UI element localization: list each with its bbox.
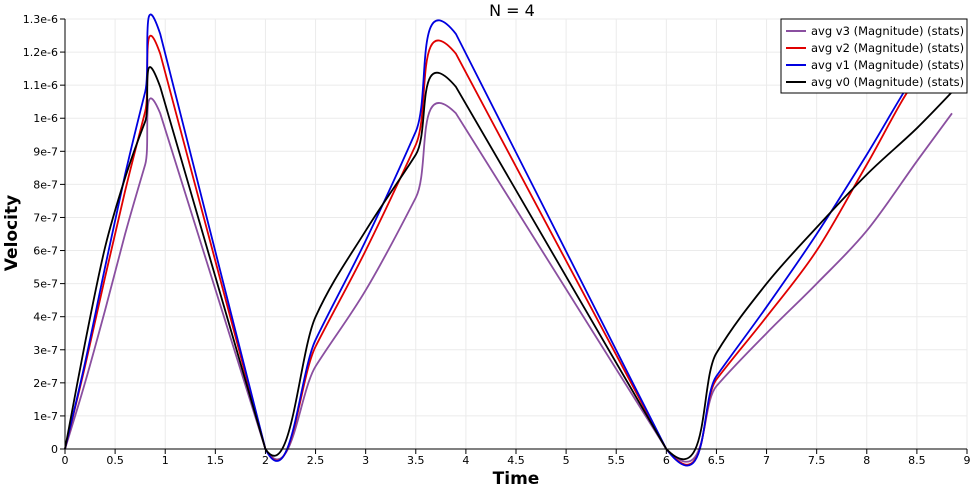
- series-group: [64, 13, 958, 467]
- y-tick-label: 1.1e-6: [23, 79, 58, 92]
- x-tick-label: 8.5: [908, 454, 926, 467]
- legend-box: [780, 18, 968, 94]
- y-tick-label: 5e-7: [33, 278, 58, 291]
- x-tick-label: 6.5: [708, 454, 726, 467]
- x-tick-label: 2.5: [307, 454, 325, 467]
- y-axis-ticks: 0 1e-7 2e-7 3e-7 4e-7 5e-7 6e-7 7e-7 8e-7 9e-7 1e-…: [23, 13, 65, 456]
- y-tick-label: 1.3e-6: [23, 13, 58, 26]
- y-tick-label: 1e-7: [33, 410, 58, 423]
- x-tick-label: 1.5: [207, 454, 225, 467]
- y-tick-label: 8e-7: [33, 178, 58, 191]
- x-axis-title: Time: [493, 469, 540, 489]
- y-tick-label: 4e-7: [33, 311, 58, 324]
- x-axis-ticks: 0 0.5 1 1.5 2 2.5 3 3.5 4 4.5 5 5.5 6 6.5 7 7.5 8 8.5 9: [62, 449, 971, 467]
- x-tick-label: 7.5: [808, 454, 826, 467]
- x-tick-label: 5.5: [607, 454, 625, 467]
- x-tick-label: 2: [262, 454, 269, 467]
- chart-title: N = 4: [489, 1, 535, 20]
- x-tick-label: 0: [62, 454, 69, 467]
- series-line-v0: [64, 66, 958, 460]
- x-tick-label: 7: [763, 454, 770, 467]
- y-tick-label: 3e-7: [33, 344, 58, 357]
- x-tick-label: 5: [563, 454, 570, 467]
- y-tick-label: 7e-7: [33, 211, 58, 224]
- legend-label-v3: avg v3 (Magnitude) (stats): [811, 24, 964, 38]
- y-axis-title: Velocity: [2, 195, 22, 271]
- legend-label-v1: avg v1 (Magnitude) (stats): [811, 58, 964, 72]
- legend-label-v0: avg v0 (Magnitude) (stats): [811, 75, 964, 89]
- y-tick-label: 9e-7: [33, 145, 58, 158]
- x-tick-label: 4: [462, 454, 469, 467]
- series-line-v2: [64, 34, 958, 466]
- legend-label-v2: avg v2 (Magnitude) (stats): [811, 41, 964, 55]
- x-tick-label: 6: [663, 454, 670, 467]
- y-tick-label: 1.2e-6: [23, 46, 58, 59]
- y-tick-label: 0: [51, 443, 58, 456]
- y-tick-label: 2e-7: [33, 377, 58, 390]
- legend[interactable]: avg v3 (Magnitude) (stats) avg v2 (Magnit…: [780, 18, 968, 94]
- x-tick-label: 1: [162, 454, 169, 467]
- x-tick-label: 3: [362, 454, 369, 467]
- x-tick-label: 0.5: [106, 454, 124, 467]
- x-tick-label: 9: [964, 454, 971, 467]
- y-tick-label: 6e-7: [33, 245, 58, 258]
- x-tick-label: 4.5: [507, 454, 525, 467]
- y-tick-label: 1e-6: [33, 112, 58, 125]
- x-tick-label: 8: [863, 454, 870, 467]
- series-line-v3: [64, 97, 953, 463]
- x-tick-label: 3.5: [407, 454, 425, 467]
